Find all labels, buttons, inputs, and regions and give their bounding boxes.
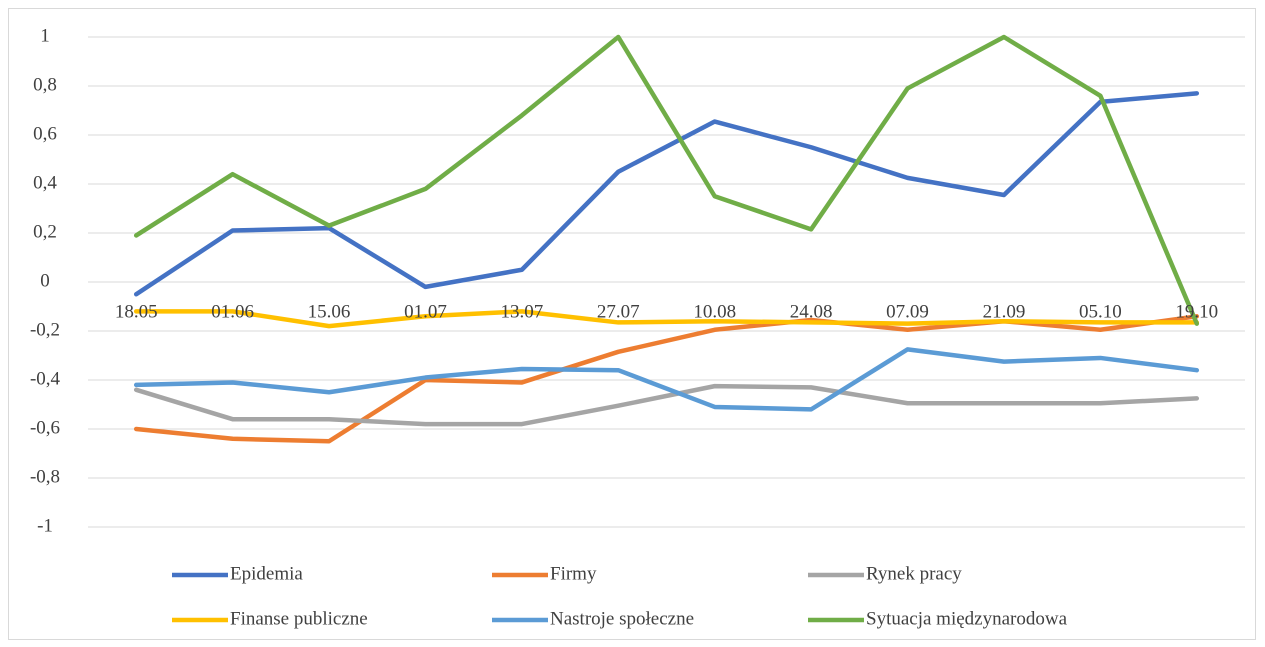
series-line [133,347,1200,412]
y-tick-label: -1 [37,515,53,536]
x-tick-label: 27.07 [597,301,640,322]
y-tick-label: 0,6 [33,123,57,144]
x-tick-label: 18.05 [115,301,158,322]
legend-label: Firmy [550,563,597,584]
x-tick-label: 21.09 [983,301,1026,322]
x-tick-label: 15.06 [308,301,351,322]
y-tick-label: 0 [40,270,50,291]
series-line [133,34,1200,326]
series-line [133,91,1200,297]
legend-label: Nastroje społeczne [550,608,694,629]
series-line [133,309,1200,329]
x-tick-label: 19.10 [1175,301,1218,322]
y-tick-label: -0,4 [30,368,61,389]
x-tick-label: 05.10 [1079,301,1122,322]
y-tick-label: -0,2 [30,319,60,340]
x-tick-label: 13.07 [501,301,544,322]
y-tick-label: 0,4 [33,172,57,193]
series-line [133,383,1200,427]
y-tick-label: 1 [40,25,50,46]
legend-label: Sytuacja międzynarodowa [866,608,1068,629]
y-tick-label: 0,2 [33,221,57,242]
y-tick-label: 0,8 [33,74,57,95]
legend-label: Rynek pracy [866,563,962,584]
legend-label: Epidemia [230,563,303,584]
x-tick-label: 07.09 [886,301,929,322]
x-tick-label: 01.06 [211,301,254,322]
y-tick-label: -0,6 [30,417,60,438]
y-tick-label: -0,8 [30,466,60,487]
legend-label: Finanse publiczne [230,608,368,629]
x-tick-label: 24.08 [790,301,833,322]
x-tick-label: 10.08 [693,301,736,322]
x-tick-label: 01.07 [404,301,447,322]
